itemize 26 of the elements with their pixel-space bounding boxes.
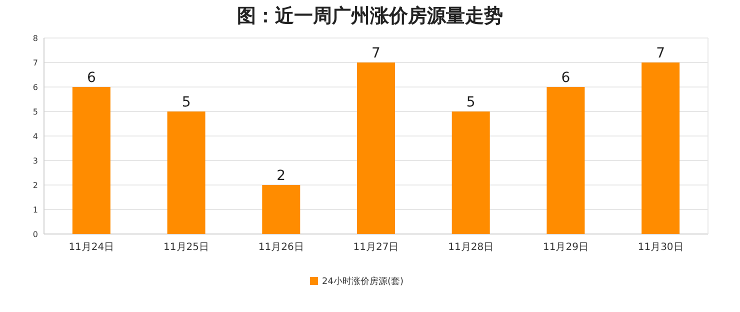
y-tick-label: 1 bbox=[32, 206, 38, 214]
data-label: 7 bbox=[372, 46, 380, 62]
y-tick-label: 2 bbox=[32, 181, 38, 190]
data-label: 5 bbox=[466, 94, 476, 110]
x-tick-label: 11月25日 bbox=[164, 242, 210, 253]
x-tick-label: 11月24日 bbox=[68, 242, 114, 253]
data-label: 6 bbox=[86, 70, 96, 86]
y-tick-label: 8 bbox=[32, 34, 38, 43]
x-tick-label: 11月28日 bbox=[448, 242, 494, 253]
data-label: 7 bbox=[656, 46, 666, 62]
x-tick-label: 11月26日 bbox=[258, 242, 304, 253]
y-tick-label: 7 bbox=[32, 58, 38, 68]
legend-label: 24小时涨价房源(套) bbox=[322, 276, 404, 287]
legend: 24小时涨价房源(套) bbox=[310, 277, 404, 287]
data-label: 5 bbox=[182, 94, 191, 110]
data-label: 6 bbox=[561, 70, 570, 86]
x-tick-label: 11月27日 bbox=[353, 242, 399, 253]
x-tick-label: 11月29日 bbox=[542, 242, 588, 253]
data-label: 2 bbox=[276, 168, 286, 184]
chart-title: 图：近一周广州涨价房源量走势 bbox=[237, 5, 503, 27]
y-tick-label: 3 bbox=[32, 156, 38, 166]
x-tick-label: 11月30日 bbox=[638, 242, 684, 253]
y-tick-label: 6 bbox=[32, 83, 38, 92]
y-tick-label: 0 bbox=[32, 230, 38, 239]
y-tick-label: 5 bbox=[32, 108, 38, 116]
y-tick-label: 4 bbox=[32, 132, 38, 141]
